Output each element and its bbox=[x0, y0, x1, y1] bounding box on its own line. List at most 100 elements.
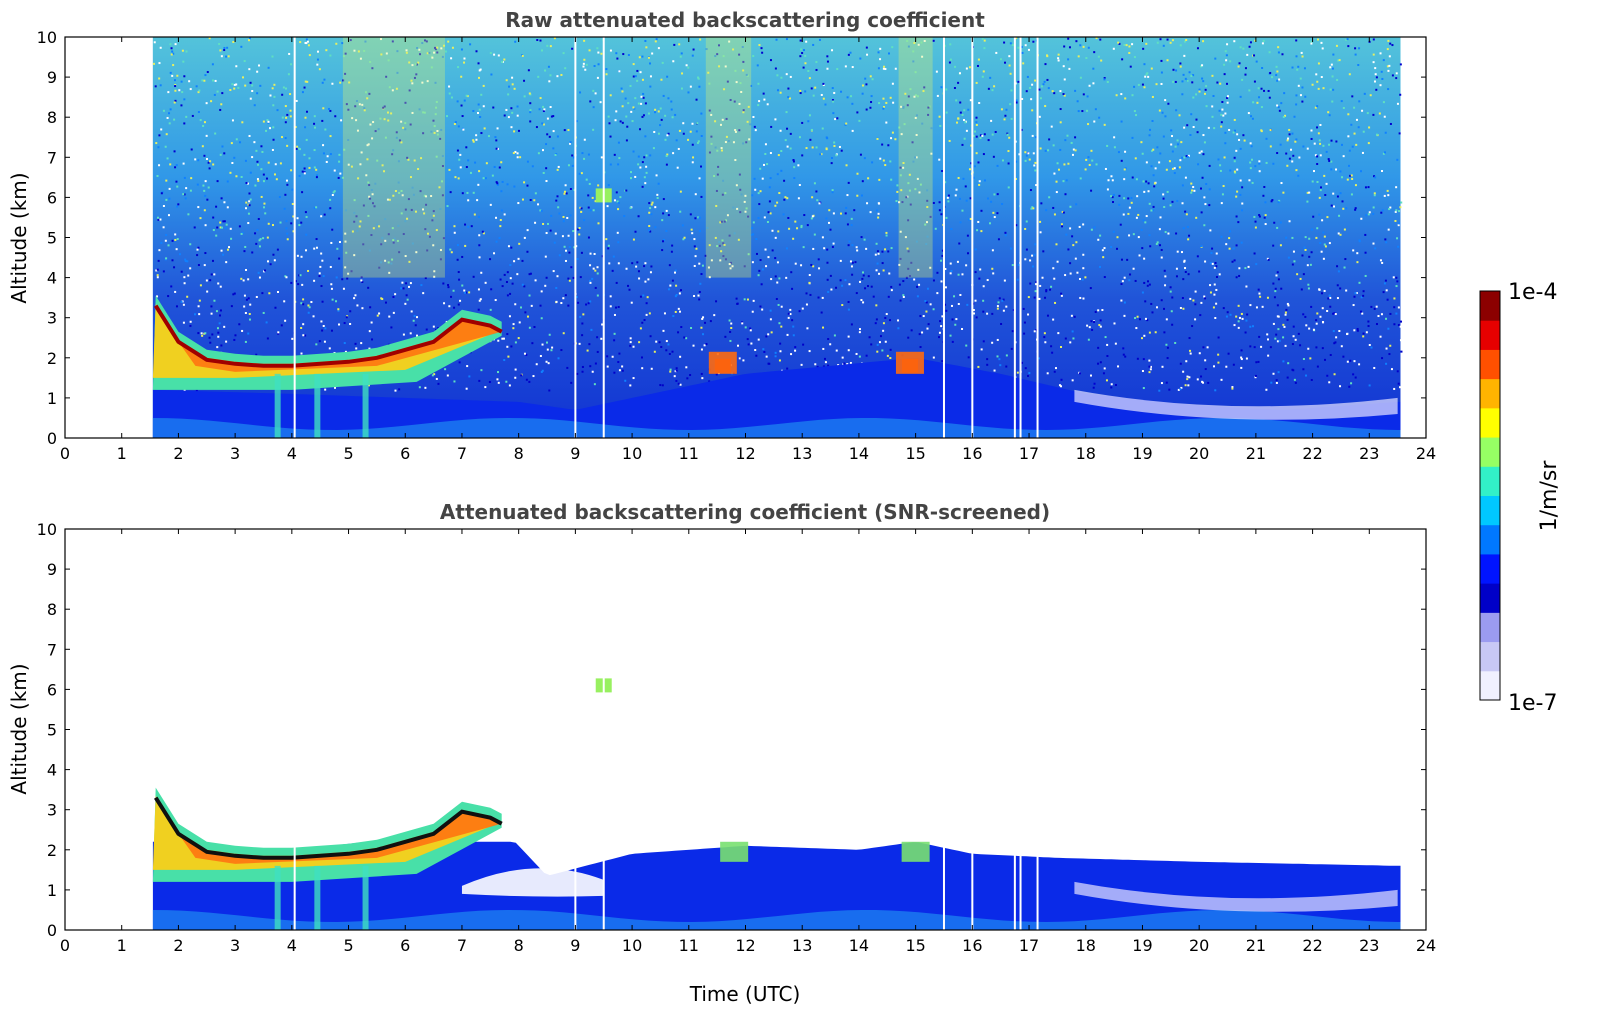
plume-core bbox=[152, 303, 502, 378]
data-gap bbox=[942, 37, 945, 438]
x-tick-label: 19 bbox=[1132, 444, 1152, 463]
data-gap bbox=[574, 529, 577, 930]
x-tick-label: 9 bbox=[570, 444, 580, 463]
precip-streak bbox=[274, 373, 281, 438]
x-tick-label: 17 bbox=[1019, 936, 1039, 955]
y-tick-label: 1 bbox=[47, 881, 57, 900]
data-gap bbox=[971, 529, 974, 930]
x-tick-label: 4 bbox=[287, 444, 297, 463]
data-gap bbox=[971, 37, 974, 438]
x-tick-label: 12 bbox=[735, 936, 755, 955]
colorbar-unit-label: 1/m/sr bbox=[1537, 460, 1562, 532]
x-tick-label: 7 bbox=[457, 444, 467, 463]
colorbar-swatch bbox=[1480, 378, 1500, 409]
data-gap bbox=[942, 529, 945, 930]
data-gap bbox=[1013, 529, 1016, 930]
x-tick-label: 3 bbox=[230, 936, 240, 955]
y-tick-label: 0 bbox=[47, 921, 57, 940]
y-tick-label: 2 bbox=[47, 841, 57, 860]
aerosol-streak bbox=[342, 37, 445, 278]
x-tick-label: 6 bbox=[400, 936, 410, 955]
x-tick-label: 15 bbox=[905, 444, 925, 463]
plume-strong bbox=[178, 811, 502, 864]
x-tick-label: 18 bbox=[1076, 444, 1096, 463]
low-cloud bbox=[720, 841, 749, 862]
x-tick-label: 9 bbox=[570, 936, 580, 955]
y-tick-label: 10 bbox=[37, 520, 57, 539]
boundary-layer-region bbox=[152, 841, 1401, 930]
y-tick-label: 4 bbox=[47, 269, 57, 288]
x-tick-label: 18 bbox=[1076, 936, 1096, 955]
colorbar-max-label: 1e-4 bbox=[1508, 280, 1557, 305]
precip-streak bbox=[362, 865, 369, 930]
y-tick-label: 9 bbox=[47, 68, 57, 87]
heatmap-field bbox=[152, 37, 1403, 438]
x-tick-label: 14 bbox=[849, 444, 869, 463]
x-tick-label: 1 bbox=[117, 444, 127, 463]
colorbar-frame bbox=[1479, 290, 1501, 701]
data-gap bbox=[1036, 37, 1039, 438]
colorbar-swatch bbox=[1480, 291, 1500, 321]
x-tick-label: 19 bbox=[1132, 936, 1152, 955]
data-gap bbox=[1019, 37, 1022, 438]
x-tick-label: 17 bbox=[1019, 444, 1039, 463]
colorbar-swatch bbox=[1480, 407, 1500, 438]
x-tick-label: 22 bbox=[1302, 444, 1322, 463]
data-gap bbox=[602, 37, 605, 438]
cloud-top-line bbox=[154, 796, 503, 860]
x-tick-label: 20 bbox=[1189, 936, 1209, 955]
precip-streak bbox=[314, 865, 321, 930]
y-tick-label: 7 bbox=[47, 148, 57, 167]
x-tick-label: 0 bbox=[60, 444, 70, 463]
x-tick-label: 4 bbox=[287, 936, 297, 955]
screened-gap bbox=[461, 868, 604, 897]
y-tick-label: 5 bbox=[47, 229, 57, 248]
precip-streak bbox=[362, 373, 369, 438]
y-tick-label: 0 bbox=[47, 429, 57, 448]
y-tick-label: 9 bbox=[47, 560, 57, 579]
y-tick-label: 7 bbox=[47, 640, 57, 659]
x-tick-label: 23 bbox=[1359, 936, 1379, 955]
bottom-chart-title: Attenuated backscattering coefficient (S… bbox=[440, 500, 1050, 524]
x-tick-label: 10 bbox=[622, 936, 642, 955]
colorbar-swatch bbox=[1480, 641, 1500, 672]
low-cloud bbox=[901, 841, 930, 862]
precip-streak bbox=[274, 865, 281, 930]
bottom-y-axis-label: Altitude (km) bbox=[7, 663, 31, 794]
x-tick-label: 2 bbox=[173, 444, 183, 463]
x-tick-label: 8 bbox=[514, 936, 524, 955]
x-tick-label: 8 bbox=[514, 444, 524, 463]
x-tick-label: 24 bbox=[1416, 444, 1436, 463]
colorbar-swatch bbox=[1480, 583, 1500, 613]
x-tick-label: 6 bbox=[400, 444, 410, 463]
x-tick-label: 1 bbox=[117, 936, 127, 955]
colorbar-swatch bbox=[1480, 466, 1500, 496]
heatmap-field bbox=[152, 529, 1401, 930]
x-tick-label: 3 bbox=[230, 444, 240, 463]
aerosol-streak bbox=[705, 37, 752, 278]
data-gap bbox=[1013, 37, 1016, 438]
aerosol-streak bbox=[898, 37, 933, 278]
x-tick-label: 21 bbox=[1246, 444, 1266, 463]
x-tick-label: 14 bbox=[849, 936, 869, 955]
data-gap bbox=[293, 529, 296, 930]
low-cloud bbox=[708, 351, 737, 374]
y-tick-label: 8 bbox=[47, 108, 57, 127]
x-tick-label: 24 bbox=[1416, 936, 1436, 955]
surface-band bbox=[152, 910, 1401, 930]
colorbar-swatch bbox=[1480, 612, 1500, 643]
x-tick-label: 13 bbox=[792, 444, 812, 463]
x-tick-label: 0 bbox=[60, 936, 70, 955]
x-tick-label: 23 bbox=[1359, 444, 1379, 463]
y-tick-label: 3 bbox=[47, 309, 57, 328]
x-tick-label: 15 bbox=[905, 936, 925, 955]
x-tick-label: 16 bbox=[962, 936, 982, 955]
residual-layer bbox=[1074, 881, 1398, 912]
y-tick-label: 3 bbox=[47, 801, 57, 820]
x-tick-label: 12 bbox=[735, 444, 755, 463]
data-gap bbox=[1019, 529, 1022, 930]
y-tick-label: 10 bbox=[37, 28, 57, 47]
boundary-layer-region bbox=[152, 358, 1401, 438]
data-gap bbox=[574, 37, 577, 438]
